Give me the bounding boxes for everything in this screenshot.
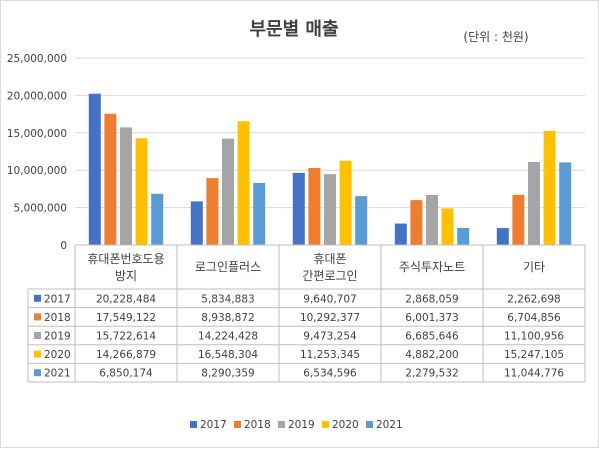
table-legend-key [34, 350, 41, 358]
bar-2021-2 [253, 182, 266, 245]
legend-key [322, 421, 329, 428]
legend-label: 2020 [332, 419, 359, 431]
y-tick-label: 15,000,000 [7, 128, 67, 140]
table-cell-value: 10,292,377 [300, 312, 360, 324]
table-cell-value: 6,850,174 [99, 368, 153, 380]
legend-label: 2017 [200, 419, 227, 431]
table-cell-value: 14,224,428 [198, 331, 258, 343]
table-cell-value: 6,685,646 [405, 331, 459, 343]
table-cell-value: 11,253,345 [300, 349, 360, 361]
bar-2018-1 [104, 113, 117, 245]
category-label: 휴대폰 [313, 252, 346, 266]
bar-2021-3 [355, 196, 368, 245]
chart-title: 부문별 매출 [249, 19, 338, 40]
table-cell-value: 9,473,254 [303, 331, 357, 343]
table-cell-value: 2,279,532 [405, 368, 458, 380]
bar-2018-5 [512, 194, 525, 245]
y-axis-ticks: 0 5,000,000 10,000,000 15,000,000 20,000,000… [7, 53, 67, 252]
bar-2017-3 [292, 172, 305, 245]
bar-2019-3 [324, 174, 336, 245]
y-tick-label: 20,000,000 [7, 90, 67, 102]
legend-key [234, 421, 241, 428]
category-label: 휴대폰번호도용 [87, 252, 164, 266]
unit-label: (단위 : 천원) [463, 29, 528, 44]
category-label: 간편로그인 [302, 269, 357, 283]
bar-2020-4 [441, 208, 454, 245]
bar-2017-2 [190, 201, 203, 245]
table-series-label: 2017 [44, 293, 71, 305]
table-cell-value: 2,262,698 [507, 293, 560, 305]
table-cell-value: 15,722,614 [96, 331, 156, 343]
legend-key [366, 421, 373, 428]
legend-label: 2021 [376, 419, 403, 431]
bar-2017-1 [88, 93, 101, 245]
bar-2018-4 [410, 200, 423, 245]
bar-2020-5 [543, 130, 556, 245]
category-label: 방지 [115, 269, 137, 283]
bar-2021-1 [151, 193, 164, 245]
table-cell-value: 11,100,956 [504, 331, 564, 343]
table-cell-value: 16,548,304 [198, 349, 258, 361]
table-cell-value: 14,266,879 [96, 349, 156, 361]
bar-2019-2 [222, 138, 234, 245]
legend-label: 2018 [244, 419, 271, 431]
y-tick-label: 25,000,000 [7, 53, 67, 65]
bar-2020-1 [135, 138, 148, 245]
bar-2017-5 [496, 228, 509, 245]
y-tick-label: 0 [60, 240, 67, 252]
category-label: 로그인플러스 [195, 260, 261, 274]
bar-2019-5 [528, 161, 540, 245]
table-cell-value: 20,228,484 [96, 293, 156, 305]
table-series-label: 2020 [44, 349, 71, 361]
table-cell-value: 9,640,707 [303, 293, 356, 305]
y-tick-label: 10,000,000 [7, 165, 67, 177]
table-cell-value: 8,938,872 [201, 312, 254, 324]
bar-2017-4 [394, 223, 407, 245]
table-cell-value: 11,044,776 [504, 368, 564, 380]
table-legend-key [34, 313, 41, 321]
table-cell-value: 6,001,373 [405, 312, 458, 324]
legend-key [278, 421, 285, 428]
bar-2019-4 [426, 194, 438, 245]
bar-2020-2 [237, 121, 250, 245]
table-cell-value: 2,868,059 [405, 293, 458, 305]
legend-label: 2019 [288, 419, 315, 431]
y-tick-label: 5,000,000 [14, 203, 67, 215]
table-cell-value: 6,704,856 [507, 312, 561, 324]
table-cell-value: 17,549,122 [96, 312, 156, 324]
table-cell-value: 4,882,200 [405, 349, 458, 361]
table-cell-value: 6,534,596 [303, 368, 357, 380]
table-cell-value: 15,247,105 [504, 349, 564, 361]
bar-2019-1 [120, 127, 132, 245]
table-cell-value: 5,834,883 [201, 293, 254, 305]
bar-2020-3 [339, 160, 352, 245]
bars [88, 93, 572, 245]
table-legend-key [34, 369, 41, 377]
category-label: 주식투자노트 [399, 260, 465, 274]
category-label: 기타 [523, 260, 545, 274]
table-series-label: 2019 [44, 331, 71, 343]
bar-2021-4 [457, 227, 470, 245]
table-series-label: 2018 [44, 312, 71, 324]
legend: 2017 2018 2019 2020 2021 [190, 419, 403, 431]
table-series-label: 2021 [44, 368, 71, 380]
table-legend-key [34, 332, 41, 339]
table-legend-key [34, 294, 41, 302]
bar-2021-5 [559, 162, 572, 245]
legend-key [190, 421, 197, 428]
table-cell-value: 8,290,359 [201, 368, 254, 380]
bar-2018-2 [206, 178, 219, 245]
bar-2018-3 [308, 168, 321, 245]
